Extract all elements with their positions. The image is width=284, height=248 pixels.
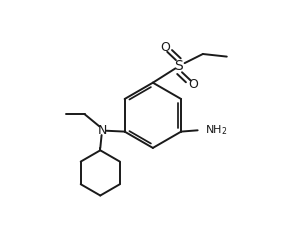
Text: O: O bbox=[188, 78, 198, 91]
Text: S: S bbox=[175, 59, 183, 73]
Text: NH$_2$: NH$_2$ bbox=[204, 124, 227, 137]
Text: O: O bbox=[160, 41, 170, 54]
Text: N: N bbox=[97, 124, 107, 137]
